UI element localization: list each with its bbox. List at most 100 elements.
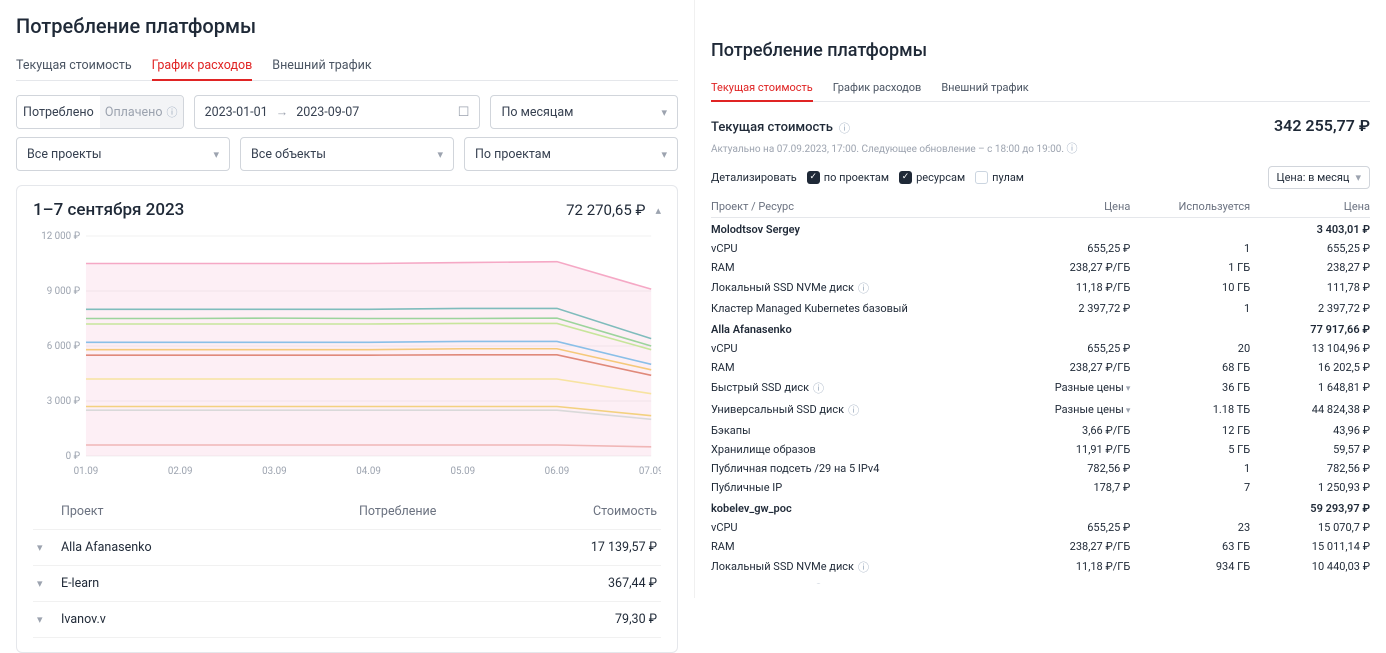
checkbox[interactable]: пулам bbox=[975, 171, 1024, 184]
svg-text:0 ₽: 0 ₽ bbox=[66, 451, 81, 462]
table-row[interactable]: ▾E-learn367,44 ₽ bbox=[33, 566, 661, 602]
tab[interactable]: Текущая стоимость bbox=[711, 75, 813, 102]
resource-cost: 43,96 ₽ bbox=[1250, 424, 1370, 437]
segment-button[interactable]: Потреблено bbox=[17, 96, 100, 128]
calendar-icon[interactable]: ☐ bbox=[458, 105, 470, 120]
groupby-select-value: По проектам bbox=[475, 147, 551, 162]
tab[interactable]: График расходов bbox=[833, 75, 922, 102]
resource-price: 178,7 ₽ bbox=[1011, 481, 1131, 494]
date-from: 2023-01-01 bbox=[205, 105, 268, 120]
group-row[interactable]: Alla Afanasenko 77 917,66 ₽ bbox=[711, 318, 1370, 339]
resource-row: vCPU655,25 ₽2315 070,7 ₽ bbox=[711, 518, 1370, 537]
resource-name: RAM bbox=[711, 261, 1011, 274]
tab[interactable]: Текущая стоимость bbox=[16, 52, 132, 81]
info-icon[interactable]: ⓘ bbox=[1067, 142, 1078, 155]
info-icon[interactable]: ⓘ bbox=[858, 280, 869, 296]
resource-price: 655,25 ₽ bbox=[1011, 342, 1131, 355]
current-total: 342 255,77 ₽ bbox=[1274, 116, 1370, 135]
group-name: Alla Afanasenko bbox=[711, 323, 1011, 336]
col-total: Цена bbox=[1250, 200, 1370, 213]
cost-header: Текущая стоимость ⓘ 342 255,77 ₽ bbox=[711, 116, 1370, 136]
resource-cost: 1 250,93 ₽ bbox=[1250, 481, 1370, 494]
chevron-down-icon: ▾ bbox=[437, 148, 443, 161]
resource-row: vCPU655,25 ₽1655,25 ₽ bbox=[711, 239, 1370, 258]
resource-price: Разные цены▾ bbox=[1011, 381, 1131, 394]
row-name: E-learn bbox=[61, 576, 359, 591]
info-icon[interactable]: ⓘ bbox=[813, 581, 824, 585]
chevron-down-icon[interactable]: ▾ bbox=[37, 541, 61, 554]
group-name: Molodtsov Sergey bbox=[711, 223, 1011, 236]
tab[interactable]: Внешний трафик bbox=[941, 75, 1028, 102]
resource-price: 782,56 ₽ bbox=[1011, 462, 1131, 475]
period-select-value: По месяцам bbox=[501, 105, 573, 120]
resource-price: 11,18 ₽/ГБ bbox=[1011, 560, 1131, 573]
chevron-down-icon[interactable]: ▾ bbox=[37, 577, 61, 590]
svg-text:9 000 ₽: 9 000 ₽ bbox=[47, 286, 81, 297]
date-range[interactable]: 2023-01-01 → 2023-09-07 ☐ bbox=[194, 95, 481, 129]
period-select[interactable]: По месяцам ▾ bbox=[490, 95, 678, 129]
resource-price: 238,27 ₽/ГБ bbox=[1011, 361, 1131, 374]
resource-name: Публичная подсеть /29 на 5 IPv4 bbox=[711, 462, 1011, 475]
tabs-left: Текущая стоимость График расходов Внешний … bbox=[16, 52, 678, 81]
resource-used: 934 ГБ bbox=[1130, 560, 1250, 573]
group-row[interactable]: Molodtsov Sergey3 403,01 ₽ bbox=[711, 218, 1370, 239]
segment-button[interactable]: Оплаченоⓘ bbox=[100, 96, 183, 128]
groupby-select[interactable]: По проектам ▾ bbox=[464, 137, 678, 171]
svg-text:02.09: 02.09 bbox=[168, 466, 193, 477]
table-row[interactable]: ▾Alla Afanasenko17 139,57 ₽ bbox=[33, 530, 661, 566]
resource-used: 12 ГБ bbox=[1130, 424, 1250, 437]
checkbox[interactable]: ✓по проектам bbox=[807, 171, 889, 184]
resource-row: RAM238,27 ₽/ГБ1 ГБ238,27 ₽ bbox=[711, 258, 1370, 277]
resource-price: 55,84 ₽/ГБ bbox=[1011, 582, 1131, 584]
resource-name: Хранилище образов bbox=[711, 443, 1011, 456]
resource-used: 1 bbox=[1130, 302, 1250, 315]
svg-text:12 000 ₽: 12 000 ₽ bbox=[41, 231, 80, 242]
resource-cost: 13 104,96 ₽ bbox=[1250, 342, 1370, 355]
tab[interactable]: График расходов bbox=[152, 52, 253, 81]
group-total: 77 917,66 ₽ bbox=[1250, 323, 1370, 336]
tab[interactable]: Внешний трафик bbox=[272, 52, 371, 81]
svg-text:3 000 ₽: 3 000 ₽ bbox=[47, 396, 81, 407]
expenses-chart-panel: Потребление платформы Текущая стоимостьГ… bbox=[0, 0, 695, 598]
resource-name: Локальный SSD NVMe диск ⓘ bbox=[711, 280, 1011, 296]
info-icon[interactable]: ⓘ bbox=[839, 120, 850, 136]
resource-row: Хранилище образов11,91 ₽/ГБ5 ГБ59,57 ₽ bbox=[711, 440, 1370, 459]
date-to: 2023-09-07 bbox=[296, 105, 359, 120]
chart-total: 72 270,65 ₽ ▴ bbox=[566, 201, 661, 219]
cost-table: Проект / Ресурс Цена Используется Цена M… bbox=[711, 197, 1370, 585]
chart-title: 1–7 сентября 2023 bbox=[33, 200, 184, 220]
filter-row-1: ПотребленоОплаченоⓘ 2023-01-01 → 2023-09… bbox=[16, 95, 678, 129]
info-icon[interactable]: ⓘ bbox=[813, 380, 824, 396]
row-cost: 17 139,57 ₽ bbox=[508, 540, 657, 555]
chart-header: 1–7 сентября 2023 72 270,65 ₽ ▴ bbox=[33, 200, 661, 220]
info-icon[interactable]: ⓘ bbox=[858, 559, 869, 575]
table-row[interactable]: ▾Ivanov.v79,30 ₽ bbox=[33, 602, 661, 638]
group-row[interactable]: kobelev_gw_poc59 293,97 ₽ bbox=[711, 497, 1370, 518]
resource-cost: 44 824,38 ₽ bbox=[1250, 403, 1370, 416]
chevron-down-icon[interactable]: ▾ bbox=[37, 613, 61, 626]
projects-select[interactable]: Все проекты ▾ bbox=[16, 137, 230, 171]
resource-cost: 238,27 ₽ bbox=[1250, 261, 1370, 274]
subtitle-text: Актуально на 07.09.2023, 17:00. Следующе… bbox=[711, 144, 1064, 155]
chart-card: 1–7 сентября 2023 72 270,65 ₽ ▴ 12 000 ₽… bbox=[16, 185, 678, 653]
info-icon[interactable]: ⓘ bbox=[848, 402, 859, 418]
chart-total-value: 72 270,65 ₽ bbox=[566, 201, 645, 219]
checkbox[interactable]: ✓ресурсам bbox=[899, 171, 965, 184]
objects-select[interactable]: Все объекты ▾ bbox=[240, 137, 454, 171]
chart-area: 12 000 ₽9 000 ₽6 000 ₽3 000 ₽0 ₽01.0902.… bbox=[33, 230, 661, 480]
resource-price: 11,91 ₽/ГБ bbox=[1011, 443, 1131, 456]
price-period-select[interactable]: Цена: в месяц ▾ bbox=[1268, 166, 1370, 189]
resource-cost: 59,57 ₽ bbox=[1250, 443, 1370, 456]
resource-used: 23 bbox=[1130, 521, 1250, 534]
resource-name: vCPU bbox=[711, 342, 1011, 355]
resource-price: 238,27 ₽/ГБ bbox=[1011, 261, 1131, 274]
resource-name: vCPU bbox=[711, 521, 1011, 534]
page-title-right: Потребление платформы bbox=[711, 40, 1370, 61]
resource-price: 238,27 ₽/ГБ bbox=[1011, 540, 1131, 553]
svg-text:05.09: 05.09 bbox=[450, 466, 475, 477]
resource-name: Универсальный SSD диск ⓘ bbox=[711, 402, 1011, 418]
group-total: 59 293,97 ₽ bbox=[1250, 502, 1370, 515]
resource-used: 1 ГБ bbox=[1130, 261, 1250, 274]
resource-used: 10 ГБ bbox=[1130, 281, 1250, 294]
chevron-up-icon[interactable]: ▴ bbox=[655, 204, 661, 217]
